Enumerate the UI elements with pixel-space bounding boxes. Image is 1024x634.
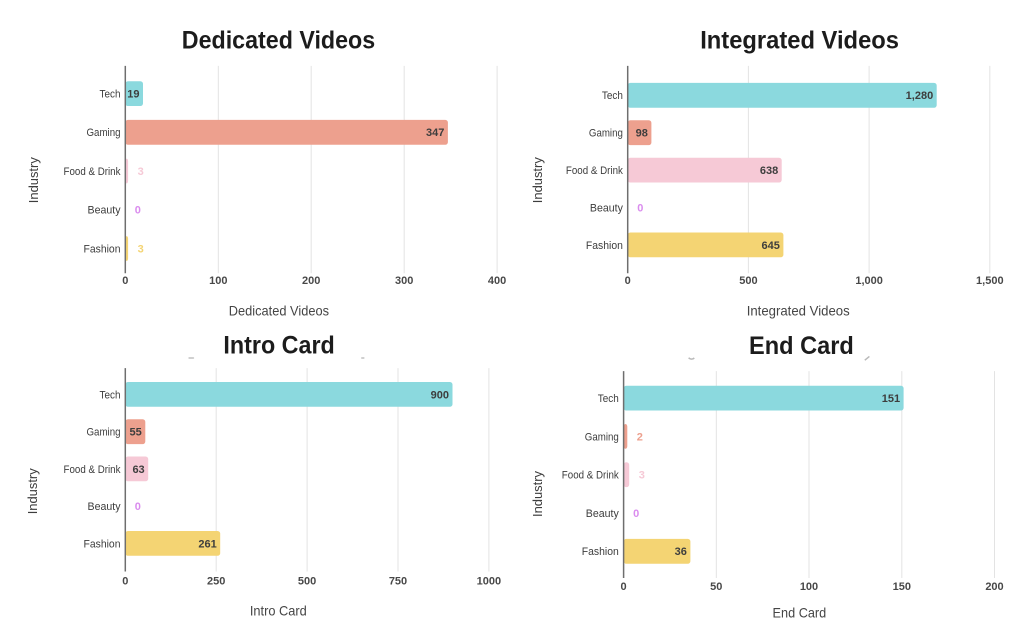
svg-text:Tech: Tech bbox=[100, 389, 121, 401]
svg-text:Tech: Tech bbox=[100, 89, 121, 101]
svg-text:100: 100 bbox=[209, 275, 227, 287]
svg-text:Integrated Videos: Integrated Videos bbox=[700, 27, 899, 55]
svg-text:Industry: Industry bbox=[530, 157, 545, 203]
svg-text:Food & Drink: Food & Drink bbox=[566, 165, 623, 177]
svg-text:151: 151 bbox=[882, 393, 900, 405]
svg-text:1000: 1000 bbox=[477, 576, 501, 588]
svg-text:Gaming: Gaming bbox=[87, 127, 121, 139]
svg-text:1,000: 1,000 bbox=[855, 275, 883, 287]
svg-text:Food & Drink: Food & Drink bbox=[64, 464, 121, 476]
svg-text:3: 3 bbox=[138, 243, 144, 255]
svg-text:End Card: End Card bbox=[749, 332, 854, 360]
svg-text:98: 98 bbox=[636, 128, 648, 140]
svg-text:Intro Card: Intro Card bbox=[250, 602, 307, 618]
svg-text:0: 0 bbox=[122, 576, 128, 588]
svg-text:250: 250 bbox=[207, 576, 225, 588]
svg-text:645: 645 bbox=[762, 240, 780, 252]
svg-text:0: 0 bbox=[135, 501, 141, 513]
svg-text:1,500: 1,500 bbox=[976, 275, 1004, 287]
svg-text:Fashion: Fashion bbox=[586, 240, 623, 252]
svg-text:63: 63 bbox=[132, 464, 144, 476]
svg-text:2: 2 bbox=[637, 431, 643, 443]
svg-text:3: 3 bbox=[639, 470, 645, 482]
svg-text:500: 500 bbox=[298, 576, 316, 588]
svg-text:Fashion: Fashion bbox=[84, 243, 121, 255]
svg-text:900: 900 bbox=[431, 389, 449, 401]
svg-text:Dedicated Videos: Dedicated Videos bbox=[229, 303, 329, 319]
svg-text:0: 0 bbox=[625, 275, 631, 287]
svg-text:36: 36 bbox=[675, 546, 687, 558]
svg-text:Food & Drink: Food & Drink bbox=[64, 166, 121, 178]
svg-text:1,280: 1,280 bbox=[906, 90, 934, 102]
svg-text:150: 150 bbox=[893, 581, 911, 593]
svg-text:3: 3 bbox=[138, 166, 144, 178]
svg-text:750: 750 bbox=[389, 576, 407, 588]
svg-text:638: 638 bbox=[760, 165, 778, 177]
svg-text:400: 400 bbox=[488, 275, 506, 287]
svg-text:Beauty: Beauty bbox=[590, 202, 623, 214]
svg-text:300: 300 bbox=[395, 275, 413, 287]
svg-text:0: 0 bbox=[621, 581, 627, 593]
svg-text:Fashion: Fashion bbox=[582, 546, 619, 558]
svg-text:0: 0 bbox=[637, 202, 643, 214]
svg-text:50: 50 bbox=[710, 581, 722, 593]
svg-text:Gaming: Gaming bbox=[589, 128, 623, 140]
svg-text:200: 200 bbox=[302, 275, 320, 287]
svg-text:Industry: Industry bbox=[25, 468, 40, 514]
svg-text:Industry: Industry bbox=[26, 157, 41, 203]
svg-text:0: 0 bbox=[135, 205, 141, 217]
svg-text:19: 19 bbox=[127, 89, 139, 101]
svg-text:Gaming: Gaming bbox=[87, 427, 121, 439]
svg-text:Tech: Tech bbox=[602, 90, 623, 102]
svg-text:0: 0 bbox=[122, 275, 128, 287]
svg-text:55: 55 bbox=[130, 427, 142, 439]
svg-text:Industry: Industry bbox=[530, 471, 545, 517]
svg-text:Beauty: Beauty bbox=[88, 205, 121, 217]
svg-text:Beauty: Beauty bbox=[586, 508, 619, 520]
svg-text:Dedicated Videos: Dedicated Videos bbox=[182, 26, 375, 54]
svg-text:200: 200 bbox=[985, 581, 1003, 593]
svg-text:100: 100 bbox=[800, 581, 818, 593]
svg-text:Beauty: Beauty bbox=[88, 501, 121, 513]
svg-text:Fashion: Fashion bbox=[84, 538, 121, 550]
svg-text:End Card: End Card bbox=[773, 605, 827, 621]
svg-text:Food & Drink: Food & Drink bbox=[562, 470, 619, 482]
svg-text:500: 500 bbox=[739, 275, 757, 287]
svg-text:Integrated Videos: Integrated Videos bbox=[747, 303, 850, 319]
svg-text:Intro Card: Intro Card bbox=[223, 331, 334, 359]
svg-text:Tech: Tech bbox=[598, 393, 619, 405]
svg-text:261: 261 bbox=[198, 538, 216, 550]
svg-text:0: 0 bbox=[633, 508, 639, 520]
svg-text:347: 347 bbox=[426, 127, 444, 139]
svg-text:Gaming: Gaming bbox=[585, 431, 619, 443]
